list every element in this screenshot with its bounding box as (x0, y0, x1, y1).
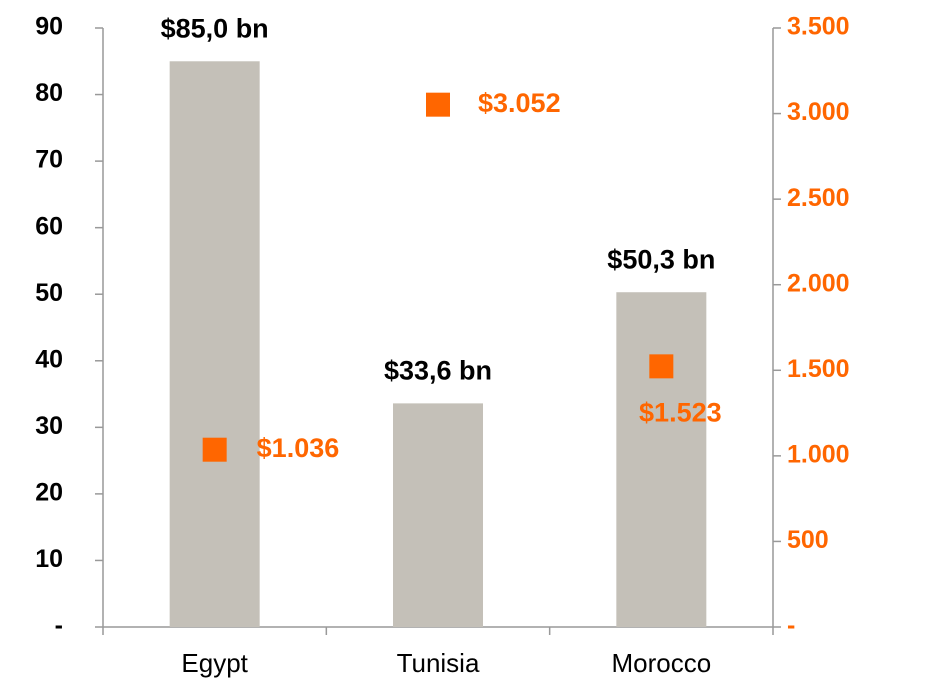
marker-label: $1.523 (639, 397, 722, 427)
y2-tick-label: 3.500 (787, 13, 850, 41)
y-tick-label: 40 (35, 345, 63, 373)
y-tick-label: 30 (35, 412, 63, 440)
y-tick-label: 10 (35, 545, 63, 573)
y-tick-label: - (55, 612, 63, 640)
x-tick-label: Morocco (611, 648, 711, 678)
marker-label: $1.036 (257, 433, 340, 463)
y2-tick-label: 3.000 (787, 98, 850, 126)
y2-tick-label: 2.500 (787, 184, 850, 212)
y2-tick-label: 1.500 (787, 355, 850, 383)
bar-label: $50,3 bn (607, 244, 715, 274)
y2-tick-label: 2.000 (787, 269, 850, 297)
x-tick-label: Tunisia (397, 648, 480, 678)
marker-label: $3.052 (478, 88, 561, 118)
y-tick-label: 50 (35, 279, 63, 307)
y-tick-label: 80 (35, 79, 63, 107)
x-tick-label: Egypt (181, 648, 248, 678)
y2-tick-label: 1.000 (787, 440, 850, 468)
bar (393, 403, 483, 627)
marker (426, 92, 450, 117)
bar (169, 61, 260, 628)
y-tick-label: 70 (35, 146, 63, 174)
marker (649, 354, 674, 379)
y2-tick-label: - (787, 612, 795, 640)
bar-label: $85,0 bn (161, 13, 269, 43)
marker (202, 437, 227, 462)
y-tick-label: 20 (35, 478, 63, 506)
y-tick-label: 90 (35, 13, 63, 41)
y2-tick-label: 500 (787, 526, 829, 554)
bar (616, 292, 707, 627)
y-tick-label: 60 (35, 212, 63, 240)
bar-label: $33,6 bn (384, 355, 492, 385)
